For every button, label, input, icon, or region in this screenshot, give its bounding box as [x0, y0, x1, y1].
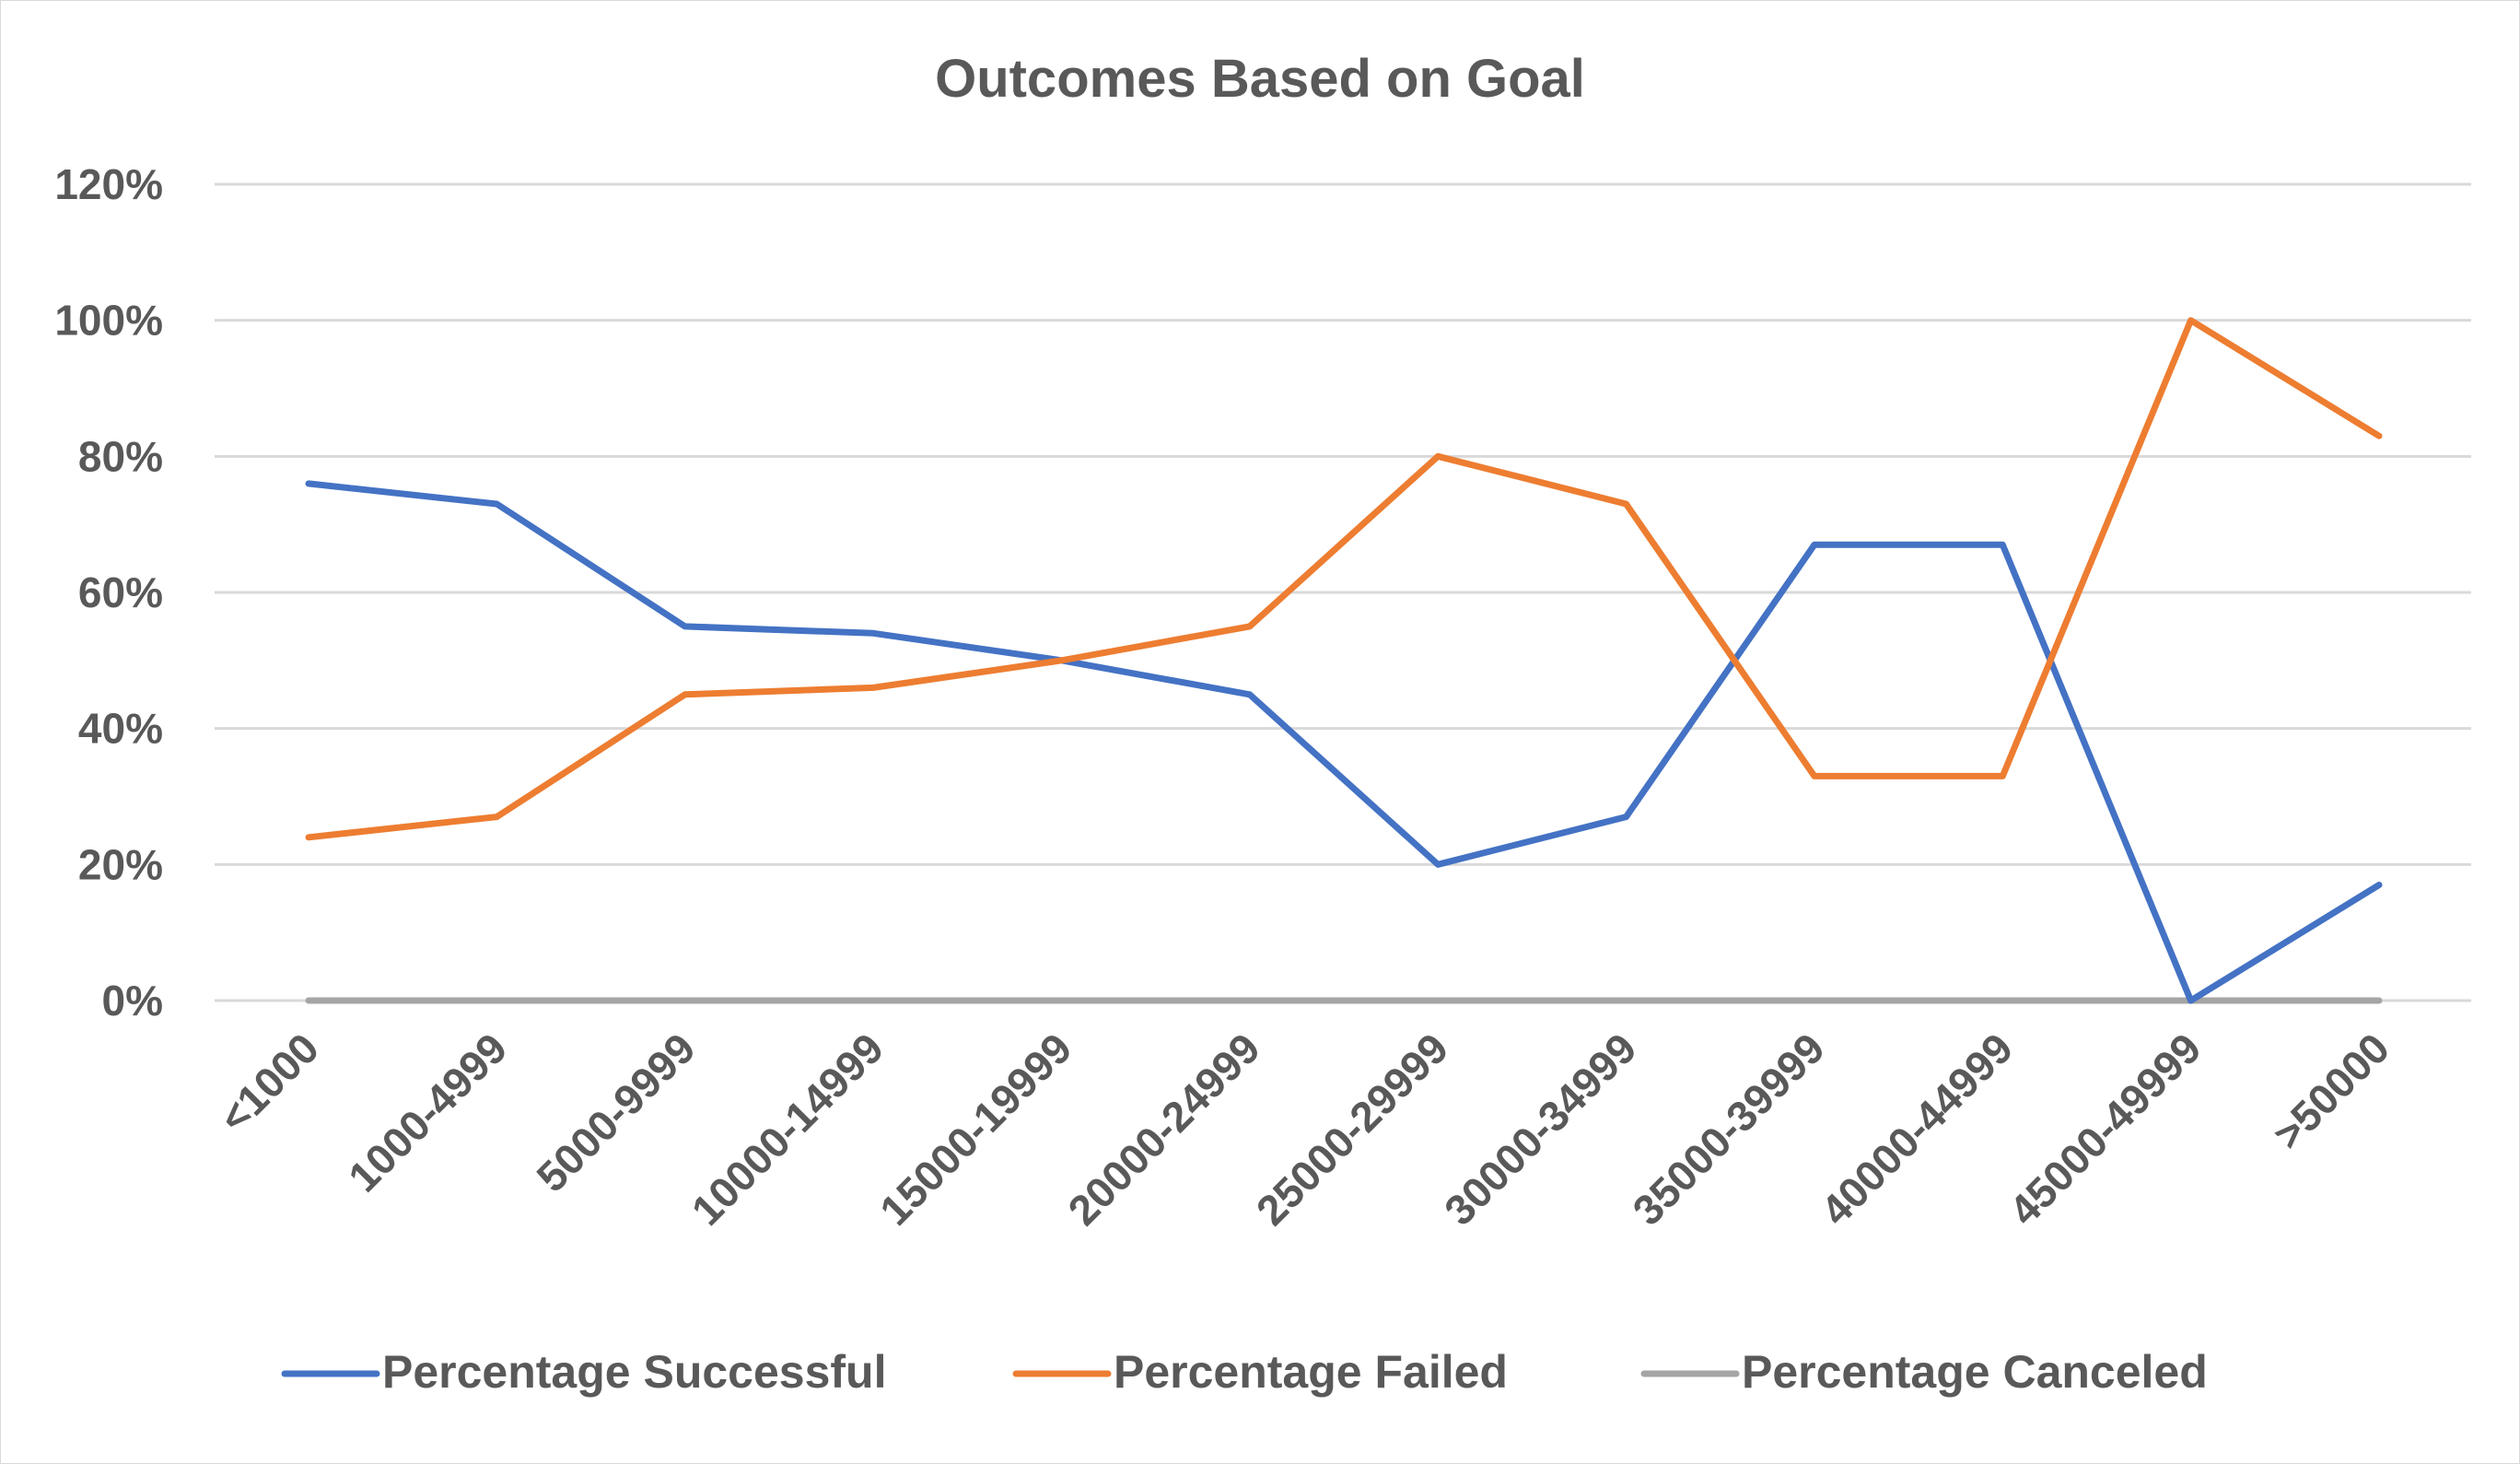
series-lines: [305, 317, 2383, 1004]
y-tick-label: 0%: [102, 977, 163, 1025]
y-tick-label: 60%: [78, 568, 163, 616]
x-tick-label: 25000-29999: [1247, 1024, 1458, 1235]
y-axis-tick-labels: 0% 20% 40% 60% 80% 100% 120%: [54, 160, 163, 1025]
x-tick-label: 35000-39999: [1623, 1024, 1834, 1235]
legend-label: Percentage Successful: [382, 1346, 887, 1398]
x-tick-label: 40000-44999: [1812, 1024, 2023, 1235]
y-tick-label: 120%: [54, 160, 163, 208]
series-line-percentage-successful: [305, 480, 2383, 1004]
gridlines: [215, 182, 2471, 1002]
legend-label: Percentage Failed: [1114, 1346, 1508, 1398]
x-tick-label: 30000-34999: [1435, 1024, 1646, 1235]
legend-label: Percentage Canceled: [1742, 1346, 2208, 1398]
x-tick-label: 5000-9999: [527, 1024, 704, 1200]
x-tick-label: 10000-14999: [682, 1024, 893, 1235]
y-tick-label: 100%: [54, 297, 163, 345]
x-tick-label: <1000: [210, 1024, 328, 1142]
legend: Percentage Successful Percentage Failed Pe…: [281, 1346, 2208, 1398]
x-tick-label: 20000-24999: [1058, 1024, 1269, 1235]
x-tick-label: >50000: [2264, 1024, 2398, 1158]
x-tick-label: 45000-49999: [2000, 1024, 2211, 1235]
y-tick-label: 20%: [78, 840, 163, 888]
series-line-percentage-failed: [305, 317, 2383, 841]
y-tick-label: 40%: [78, 705, 163, 753]
chart-title: Outcomes Based on Goal: [935, 49, 1585, 109]
y-tick-label: 80%: [78, 432, 163, 480]
x-axis-tick-labels: <1000 1000-4999 5000-999910000-1499915000-…: [210, 1024, 2398, 1235]
x-tick-label: 1000-4999: [339, 1024, 516, 1200]
x-tick-label: 15000-19999: [870, 1024, 1081, 1235]
